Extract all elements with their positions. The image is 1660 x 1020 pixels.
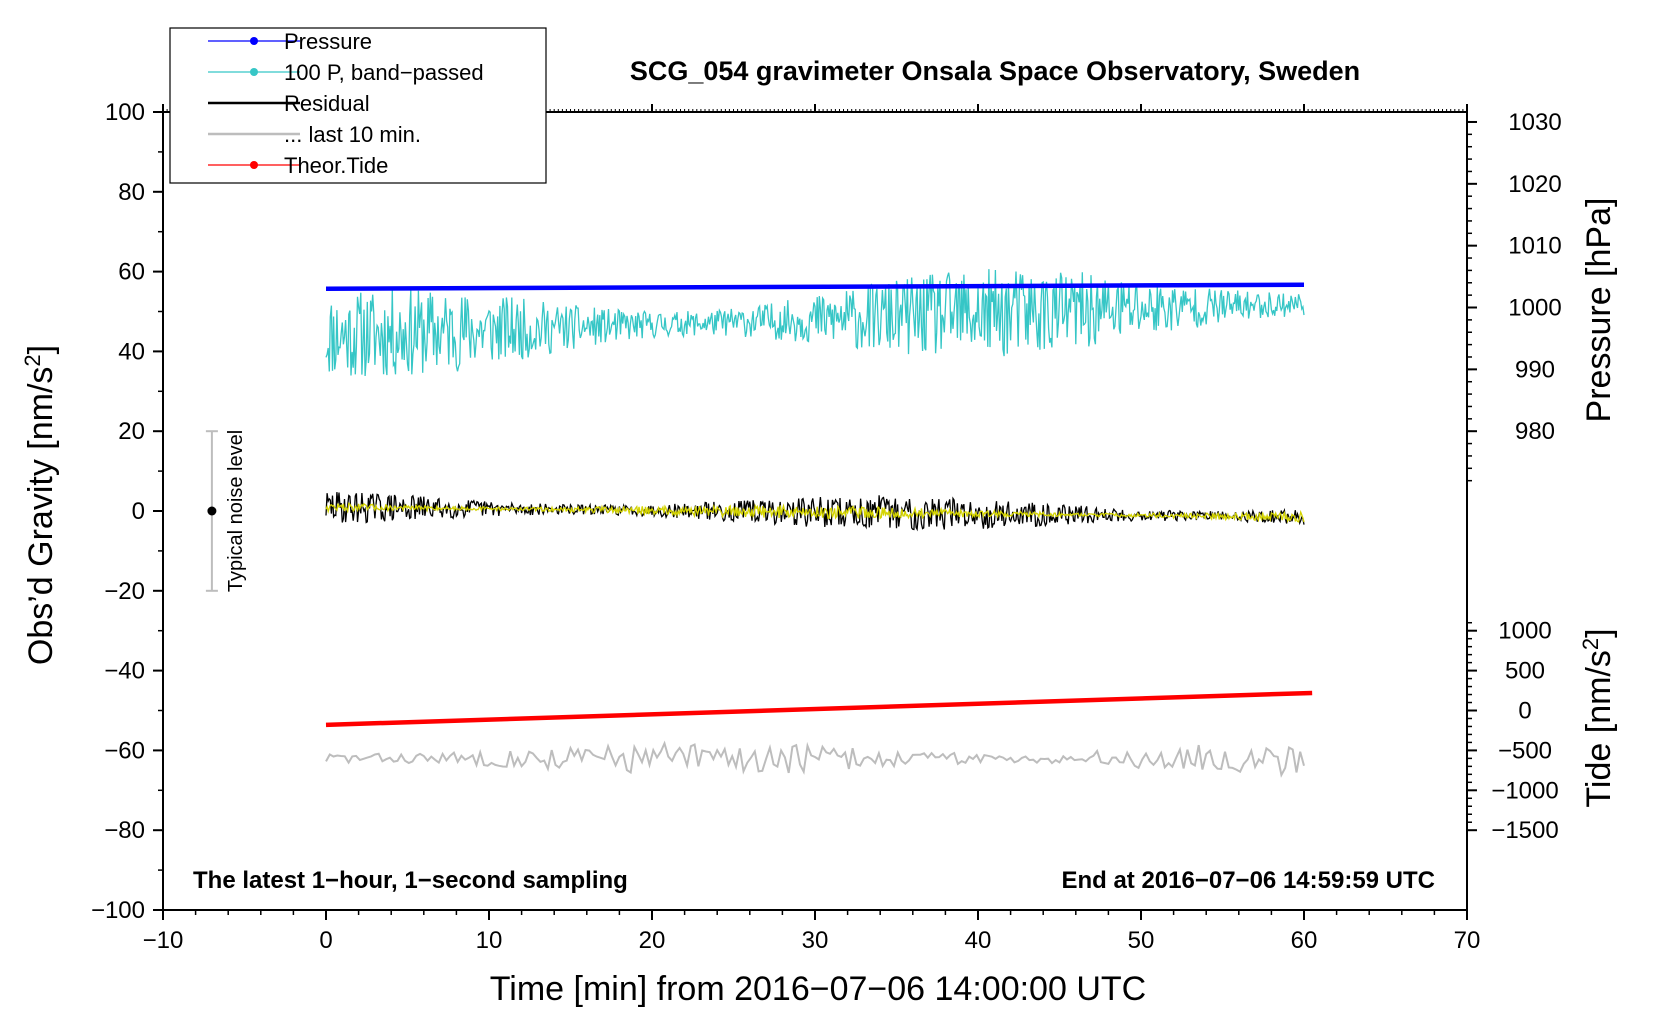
pressure-tick-label: 1010 [1508,233,1561,260]
x-tick-label: 0 [319,927,332,954]
y-axis-title-superscript: 2 [20,354,45,366]
pressure-tick-label: 1020 [1508,171,1561,198]
y-tick-label: −80 [104,817,145,844]
x-tick-label: 10 [476,927,503,954]
x-tick-label: 60 [1291,927,1318,954]
tide-tick-label: 0 [1518,698,1531,725]
noise-bar: Typical noise level [205,430,247,592]
pressure-tick-label: 990 [1515,356,1555,383]
series-pressure [325,282,1305,292]
annotation-bottom-right: End at 2016−07−06 14:59:59 UTC [1061,867,1435,894]
y-tick-label: −100 [91,897,145,924]
y-tick-label: −60 [104,737,145,764]
legend-label: Theor.Tide [284,153,388,178]
axis-ticks: −10 0 10 20 30 40 50 60 70−100−80−60−40−20020406… [91,99,1562,954]
x-axis-title: Time [min] from 2016−07−06 14:00:00 UTC [490,970,1146,1008]
tide-tick-label: 500 [1505,658,1545,685]
legend-marker [250,161,258,169]
legend: Pressure 100 P, band−passed Residual ... la… [169,27,547,184]
y-tick-label: 80 [118,179,145,206]
tide-tick-label: 1000 [1498,618,1551,645]
y-tick-label: −20 [104,578,145,605]
y-tick-label: −40 [104,658,145,685]
series-theor-tide [325,690,1313,728]
pressure-tick-label: 1030 [1508,109,1561,136]
tide-tick-label: −1000 [1491,777,1558,804]
pressure-tick-label: 980 [1515,418,1555,445]
chart-title: SCG_054 gravimeter Onsala Space Observat… [630,56,1360,86]
y-axis-title: Obs’d Gravity [nm/s2] [20,345,60,665]
y-tick-label: 60 [118,259,145,286]
y-tick-label: 20 [118,418,145,445]
series-smoothed-residual [325,502,1305,524]
x-tick-label: −10 [143,927,184,954]
legend-marker [250,37,258,45]
legend-box [169,27,547,184]
series--last-10-min- [325,740,1305,778]
y-tick-label: 100 [105,99,145,126]
legend-label: ... last 10 min. [284,122,421,147]
annotation-bottom-left: The latest 1−hour, 1−second sampling [193,867,628,894]
series-100-p-band-passed [325,269,1305,377]
noise-bar-label: Typical noise level [225,430,247,592]
x-tick-label: 20 [639,927,666,954]
y-tick-label: 0 [132,498,145,525]
legend-label: 100 P, band−passed [284,60,484,85]
legend-label: Residual [284,91,370,116]
series-residual [325,492,1305,532]
x-tick-label: 40 [965,927,992,954]
x-tick-label: 50 [1128,927,1155,954]
tide-tick-label: −1500 [1491,817,1558,844]
legend-marker [250,68,258,76]
pressure-tick-label: 1000 [1508,295,1561,322]
tide-axis-title: Tide [nm/s2] [1578,628,1618,807]
x-tick-label: 30 [802,927,829,954]
tide-axis-title-superscript: 2 [1578,638,1603,650]
y-tick-label: 40 [118,338,145,365]
noise-bar-dot [207,506,217,516]
pressure-axis-title: Pressure [hPa] [1580,198,1618,423]
series-layer [325,269,1313,778]
legend-label: Pressure [284,29,372,54]
x-tick-label: 70 [1454,927,1481,954]
tide-tick-label: −500 [1498,737,1552,764]
